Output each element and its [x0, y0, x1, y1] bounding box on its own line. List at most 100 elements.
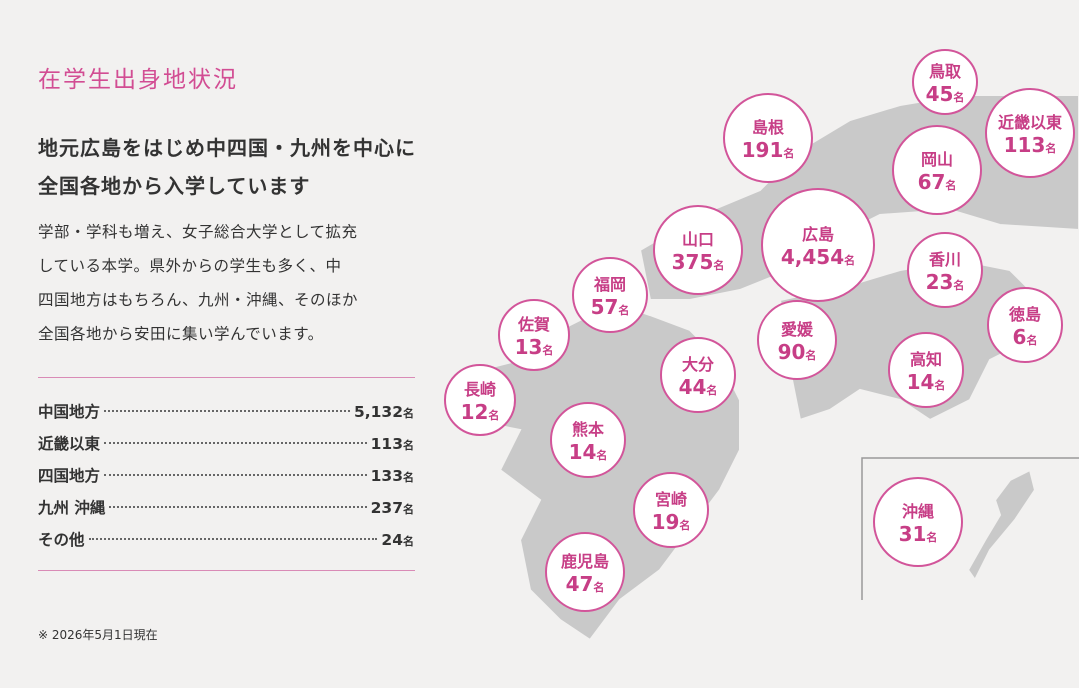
region-count: 67 — [917, 170, 946, 194]
region-bubble: 愛媛 90名 — [757, 300, 837, 380]
body-text: している本学。県外からの学生も多く、中 — [38, 257, 342, 275]
region-name: 島根 — [751, 118, 784, 137]
region-bubble: 長崎 12名 — [444, 364, 516, 436]
region-name: 鳥取 — [928, 62, 961, 81]
region-name: 広島 — [801, 225, 834, 244]
headline: 地元広島をはじめ中四国・九州を中心に — [38, 136, 416, 160]
summary-row: 九州 沖縄 237 名 — [38, 496, 414, 518]
region-bubble: 広島 4,454名 — [761, 188, 875, 302]
region-unit: 名 — [945, 179, 957, 192]
region-count: 6 — [1012, 325, 1027, 349]
region-count: 4,454 — [780, 245, 845, 269]
region-name: 山口 — [681, 230, 714, 249]
region-count: 14 — [568, 440, 597, 464]
region-name: 近畿以東 — [997, 113, 1062, 132]
region-count: 31 — [898, 522, 927, 546]
region-unit: 名 — [953, 279, 965, 292]
region-count: 113 — [1003, 133, 1046, 157]
region-count: 375 — [671, 250, 714, 274]
region-bubble: 山口 375名 — [653, 205, 743, 295]
region-unit: 名 — [805, 349, 817, 362]
body-text: 全国各地から安田に集い学んでいます。 — [38, 325, 324, 343]
region-bubble: 高知 14名 — [888, 332, 964, 408]
summary-count: 113 — [370, 435, 403, 453]
region-unit: 名 — [713, 259, 725, 272]
summary-count: 237 — [370, 499, 403, 517]
region-name: 佐賀 — [517, 315, 550, 334]
region-count: 19 — [651, 510, 680, 534]
headline: 全国各地から入学しています — [38, 174, 311, 198]
region-count: 191 — [741, 138, 784, 162]
summary-row: 中国地方 5,132 名 — [38, 400, 414, 422]
region-unit: 名 — [1045, 142, 1057, 155]
title: 在学生出身地状況 — [38, 67, 238, 93]
region-bubble: 福岡 57名 — [572, 257, 648, 333]
region-unit: 名 — [706, 384, 718, 397]
region-count-line: 67名 — [918, 170, 957, 194]
summary-unit: 名 — [403, 407, 414, 420]
region-bubble: 徳島 6名 — [987, 287, 1063, 363]
region-name: 大分 — [681, 355, 714, 374]
region-count: 47 — [565, 572, 594, 596]
region-count: 13 — [514, 335, 543, 359]
summary-label: その他 — [38, 531, 85, 549]
summary-count: 5,132 — [353, 403, 403, 421]
region-name: 愛媛 — [780, 320, 813, 339]
rule — [38, 377, 415, 378]
region-bubble: 佐賀 13名 — [498, 299, 570, 371]
region-name: 福岡 — [593, 275, 626, 294]
summary-count: 24 — [381, 531, 403, 549]
region-count-line: 6名 — [1013, 325, 1038, 349]
summary-label: 四国地方 — [38, 467, 101, 485]
region-count-line: 23名 — [926, 270, 965, 294]
region-bubble: 沖縄 31名 — [873, 477, 963, 567]
region-bubble: 鳥取 45名 — [912, 49, 978, 115]
region-name: 長崎 — [463, 380, 496, 399]
region-count: 12 — [460, 400, 489, 424]
region-name: 宮崎 — [654, 490, 687, 509]
summary-unit: 名 — [403, 439, 414, 452]
region-unit: 名 — [783, 147, 795, 160]
region-name: 高知 — [909, 350, 942, 369]
region-count-line: 57名 — [591, 295, 630, 319]
region-unit: 名 — [542, 344, 554, 357]
body-text: 四国地方はもちろん、九州・沖縄、そのほか — [38, 291, 359, 309]
region-unit: 名 — [618, 304, 630, 317]
summary-unit: 名 — [403, 503, 414, 516]
region-count-line: 90名 — [778, 340, 817, 364]
region-bubble: 香川 23名 — [907, 232, 983, 308]
region-count: 45 — [925, 82, 954, 106]
region-count-line: 31名 — [899, 522, 938, 546]
region-unit: 名 — [593, 581, 605, 594]
region-count-line: 13名 — [515, 335, 554, 359]
summary-row: その他 24 名 — [38, 528, 414, 550]
leader — [104, 474, 367, 476]
region-bubble: 鹿児島 47名 — [545, 532, 625, 612]
region-name: 香川 — [928, 250, 961, 269]
summary-unit: 名 — [403, 471, 414, 484]
leader — [104, 442, 367, 444]
inset-frame — [861, 457, 1079, 600]
summary-unit: 名 — [403, 535, 414, 548]
summary-row: 四国地方 133 名 — [38, 464, 414, 486]
region-count-line: 14名 — [569, 440, 608, 464]
note: ※ 2026年5月1日現在 — [38, 628, 158, 642]
region-name: 岡山 — [920, 150, 953, 169]
region-count: 44 — [678, 375, 707, 399]
region-count: 14 — [906, 370, 935, 394]
summary-count: 133 — [370, 467, 403, 485]
region-bubble: 島根 191名 — [723, 93, 813, 183]
region-unit: 名 — [953, 91, 965, 104]
region-name: 鹿児島 — [560, 552, 609, 571]
region-unit: 名 — [926, 531, 938, 544]
region-count-line: 19名 — [652, 510, 691, 534]
region-count-line: 44名 — [679, 375, 718, 399]
region-count: 23 — [925, 270, 954, 294]
region-count-line: 191名 — [742, 138, 795, 162]
region-bubble: 大分 44名 — [660, 337, 736, 413]
region-unit: 名 — [596, 449, 608, 462]
summary-row: 近畿以東 113 名 — [38, 432, 414, 454]
region-bubble: 近畿以東 113名 — [985, 88, 1075, 178]
region-bubble: 宮崎 19名 — [633, 472, 709, 548]
